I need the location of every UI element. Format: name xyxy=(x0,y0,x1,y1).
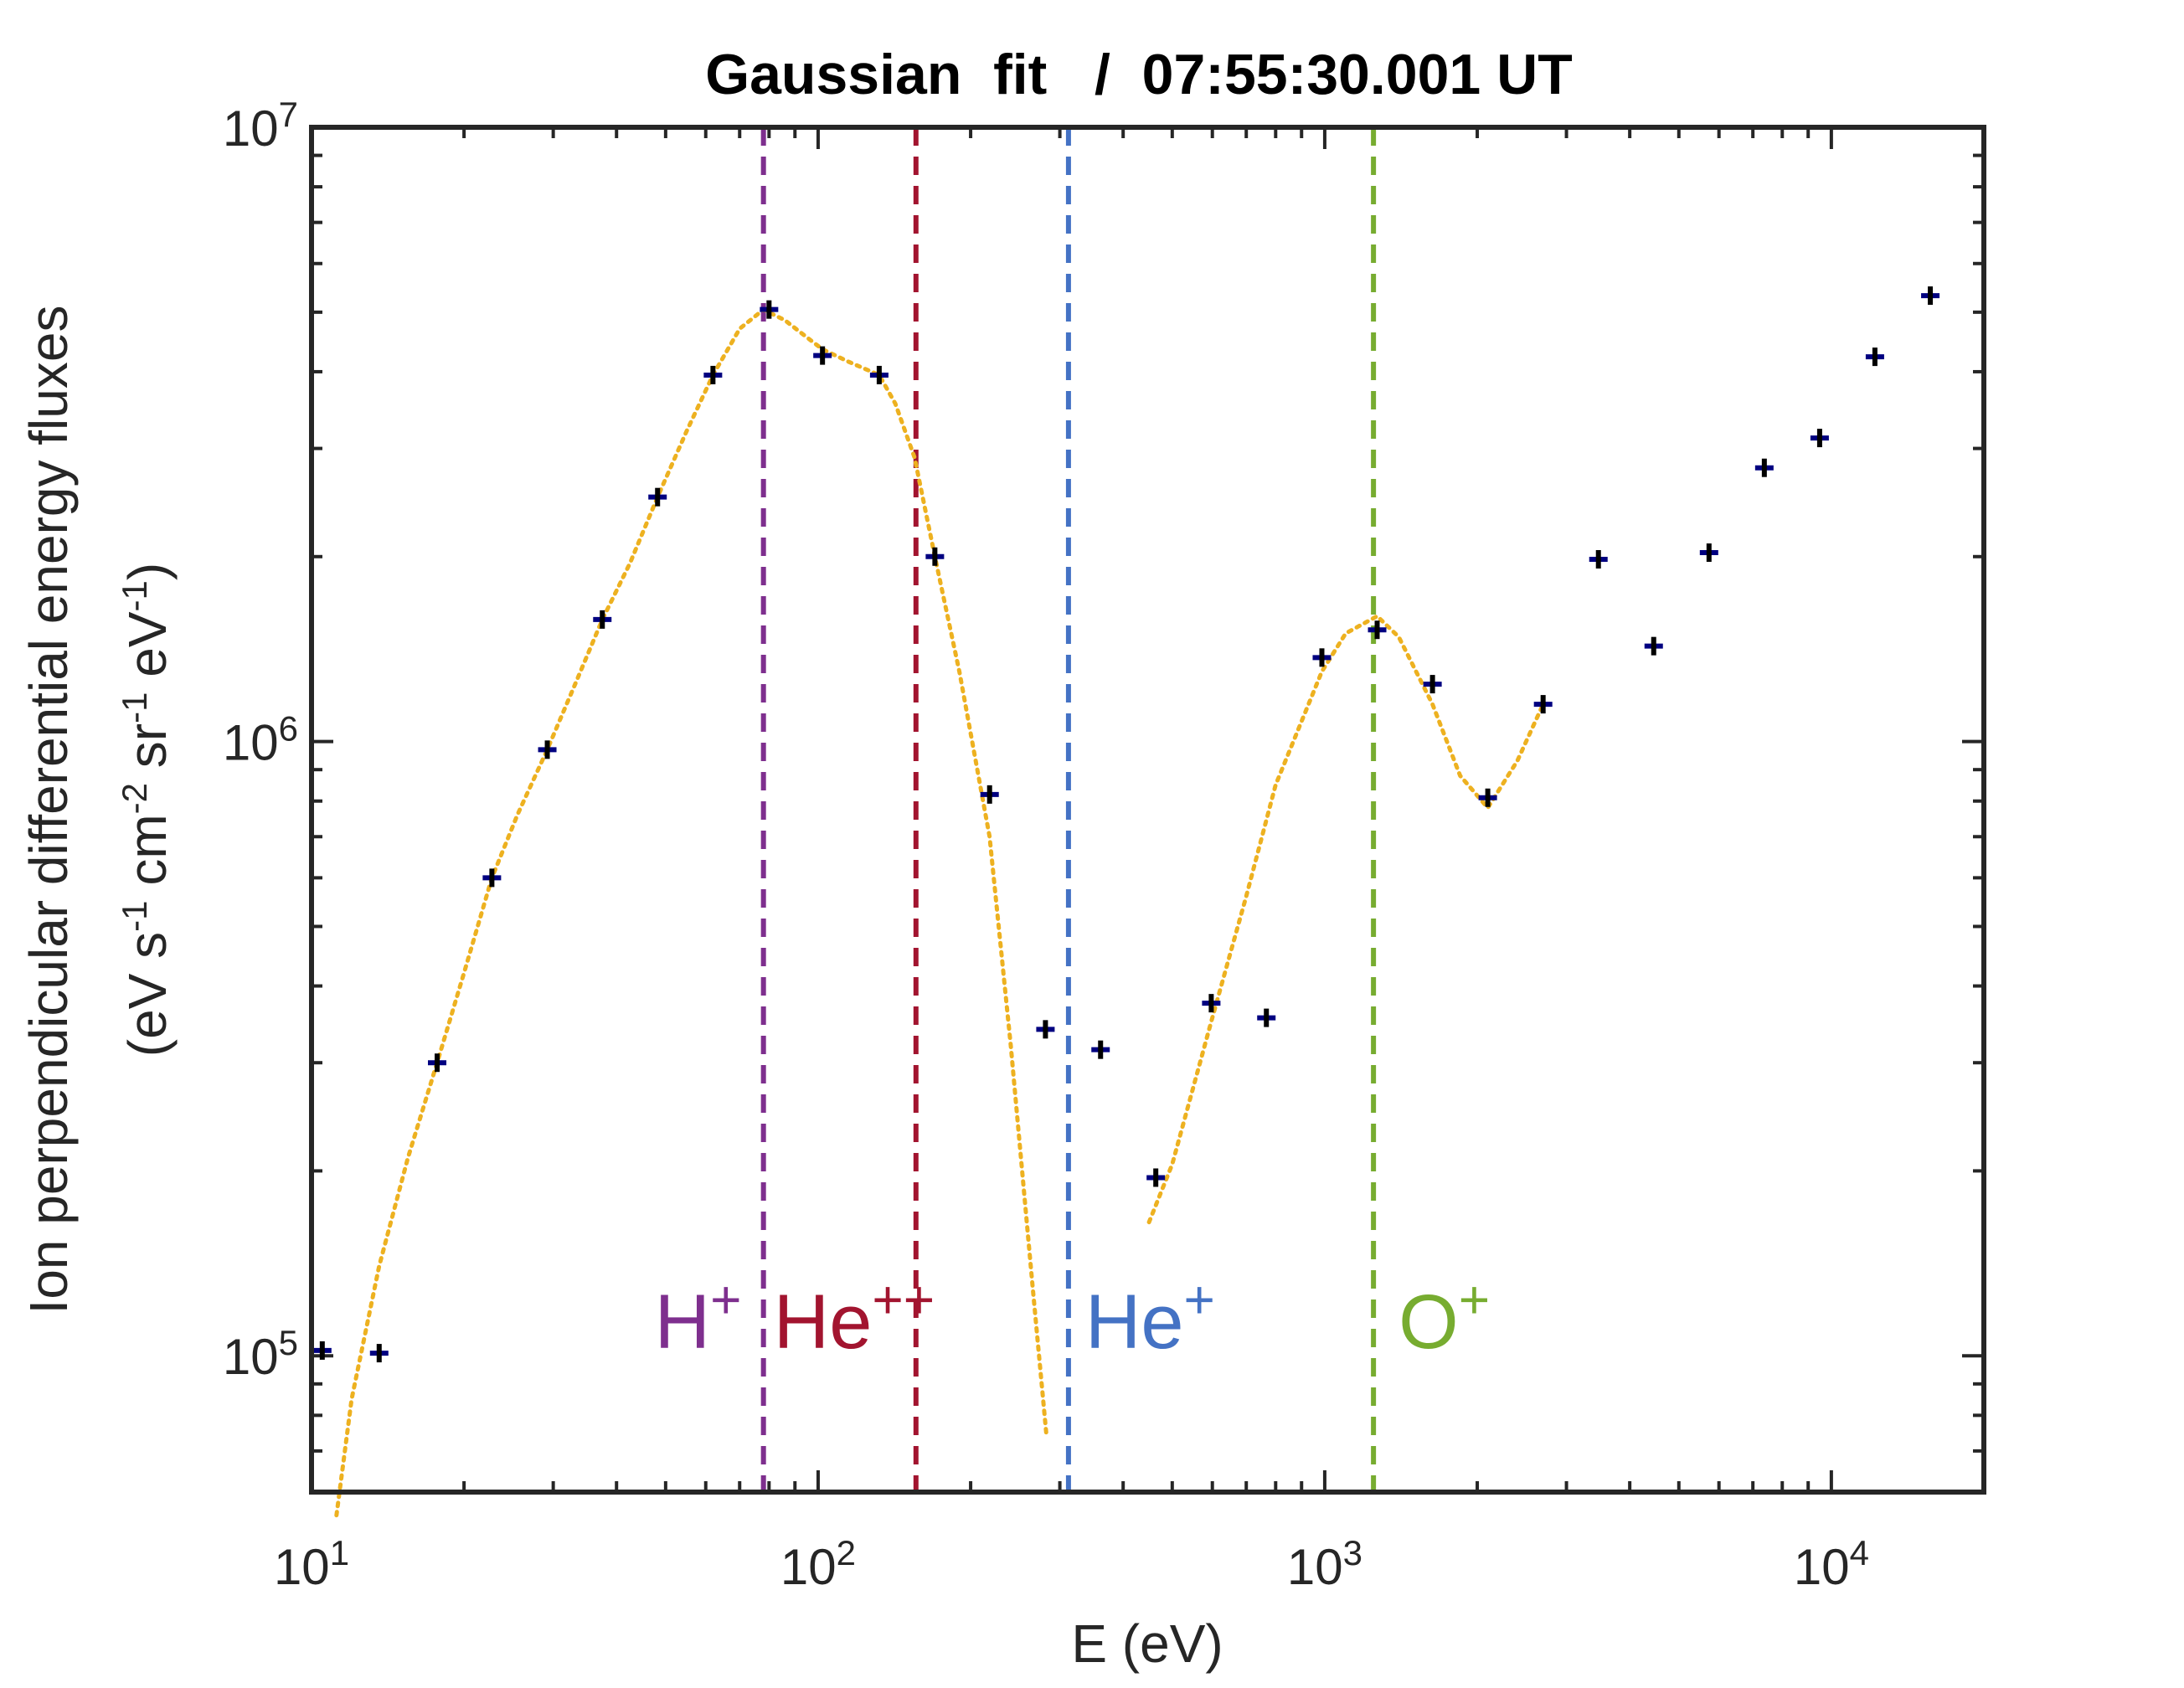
plot-frame xyxy=(309,125,1986,1495)
data-point xyxy=(1202,994,1221,1013)
plot-background xyxy=(312,127,1984,1492)
plot-area: H+ He++ He+ O+ xyxy=(309,125,1986,1518)
y-tick-exp: 6 xyxy=(279,708,298,748)
y-tick-label: 106 xyxy=(223,708,298,771)
y-label-part-ev: eV xyxy=(117,611,178,692)
x-tick-label: 103 xyxy=(1287,1533,1362,1596)
x-tick-label: 104 xyxy=(1794,1533,1869,1596)
chart-title: Gaussian fit / 07:55:30.001 UT xyxy=(705,43,1573,106)
data-point xyxy=(1478,788,1497,807)
data-point xyxy=(925,547,945,566)
species-lines xyxy=(760,127,1377,1492)
data-point xyxy=(1257,1008,1276,1027)
y-label-part-cm: cm xyxy=(117,814,178,900)
x-tick-exp: 3 xyxy=(1343,1533,1362,1572)
data-point xyxy=(1865,347,1884,367)
data-point xyxy=(760,300,779,319)
data-point xyxy=(1312,648,1332,667)
data-point xyxy=(813,346,832,365)
fit-curve-segment xyxy=(334,307,1048,1518)
data-point xyxy=(1423,675,1442,694)
data-point xyxy=(1589,549,1608,569)
y-tick-exp: 7 xyxy=(279,95,298,134)
data-point xyxy=(1754,458,1774,477)
x-tick-labels: 101 102 103 104 xyxy=(274,1533,1869,1596)
y-tick-base: 10 xyxy=(223,100,279,157)
species-label-sup: ++ xyxy=(872,1269,935,1330)
data-point xyxy=(1533,695,1553,714)
species-label-base: He xyxy=(1085,1279,1184,1365)
data-point xyxy=(593,610,612,629)
data-point xyxy=(1368,620,1387,640)
data-point xyxy=(1036,1020,1055,1039)
x-tick-label: 101 xyxy=(274,1533,349,1596)
x-tick-base: 10 xyxy=(780,1539,837,1595)
data-point xyxy=(1699,543,1718,563)
data-point xyxy=(312,1341,332,1360)
species-label-base: H xyxy=(655,1279,710,1365)
y-tick-exp: 5 xyxy=(279,1323,298,1362)
data-point xyxy=(869,365,889,384)
data-point xyxy=(482,868,502,888)
x-tick-base: 10 xyxy=(1287,1539,1343,1595)
x-tick-exp: 4 xyxy=(1850,1533,1869,1572)
x-tick-label: 102 xyxy=(780,1533,856,1596)
y-tick-base: 10 xyxy=(223,1329,279,1385)
y-label-part-close: ) xyxy=(117,563,178,580)
species-label-sup: + xyxy=(1459,1269,1490,1330)
data-point xyxy=(1644,636,1663,656)
x-axis-label: E (eV) xyxy=(1071,1613,1223,1674)
species-label: He++ xyxy=(774,1269,935,1365)
data-point xyxy=(538,740,557,759)
y-axis-label-line2: (eV s-1 cm-2 sr-1 eV-1) xyxy=(115,563,178,1057)
species-label: H+ xyxy=(655,1269,742,1365)
data-point xyxy=(1091,1040,1110,1059)
x-tick-exp: 2 xyxy=(837,1533,856,1572)
x-tick-base: 10 xyxy=(274,1539,330,1595)
data-point xyxy=(703,365,723,384)
y-label-sup-1: -1 xyxy=(115,900,154,931)
data-point xyxy=(1146,1168,1166,1187)
species-label-base: He xyxy=(774,1279,873,1365)
species-label-sup: + xyxy=(710,1269,741,1330)
data-point xyxy=(428,1053,447,1073)
species-label: He+ xyxy=(1085,1269,1215,1365)
y-label-sup-2: -2 xyxy=(115,783,154,814)
data-point xyxy=(1810,429,1829,448)
data-point xyxy=(369,1344,389,1363)
species-label-sup: + xyxy=(1184,1269,1215,1330)
data-point xyxy=(648,487,667,507)
y-tick-base: 10 xyxy=(223,715,279,771)
y-label-sup-3: -1 xyxy=(115,692,154,723)
data-markers xyxy=(312,286,1940,1363)
y-tick-label: 105 xyxy=(223,1323,298,1386)
y-label-part-sr: sr xyxy=(117,723,178,783)
y-label-part-open: (eV s xyxy=(117,932,178,1057)
y-axis-label-line1: Ion perpendicular differential energy fl… xyxy=(18,306,79,1315)
data-point xyxy=(980,785,999,804)
x-tick-base: 10 xyxy=(1794,1539,1850,1595)
species-label: O+ xyxy=(1398,1269,1490,1365)
y-label-sup-4: -1 xyxy=(115,580,154,611)
species-labels: H+ He++ He+ O+ xyxy=(655,1269,1490,1365)
data-point xyxy=(1921,286,1940,306)
species-label-base: O xyxy=(1398,1279,1459,1365)
y-tick-label: 107 xyxy=(223,95,298,157)
x-tick-exp: 1 xyxy=(330,1533,349,1572)
